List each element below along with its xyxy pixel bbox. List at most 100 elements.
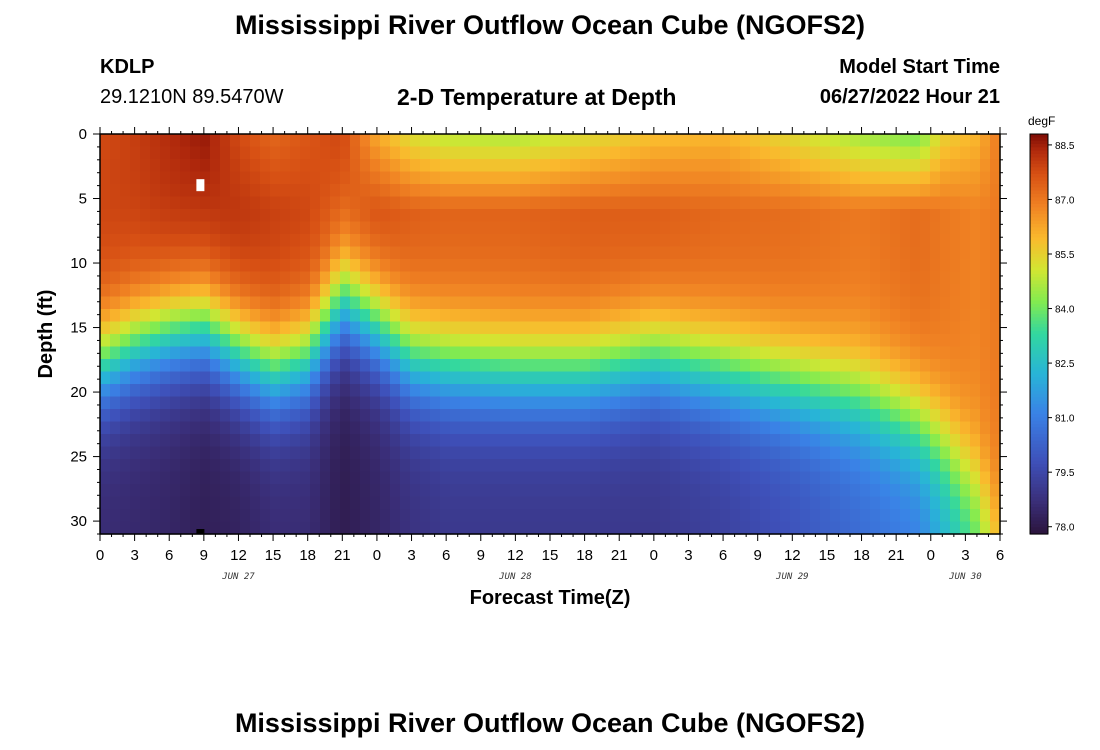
heatmap-cell <box>100 321 111 335</box>
heatmap-cell <box>380 146 391 160</box>
colorbar-segment <box>1030 234 1048 238</box>
colorbar-segment <box>1030 350 1048 355</box>
heatmap-cell <box>450 396 461 410</box>
heatmap-cell <box>240 271 251 285</box>
colorbar-tick-label: 82.5 <box>1055 359 1075 370</box>
heatmap-cell <box>710 271 721 285</box>
heatmap-cell <box>920 471 931 485</box>
heatmap-cell <box>940 284 951 298</box>
heatmap-cell <box>290 134 301 148</box>
heatmap-cell <box>650 309 661 323</box>
heatmap-cell <box>580 196 591 210</box>
heatmap-cell <box>150 246 161 260</box>
heatmap-cell <box>530 334 541 348</box>
heatmap-cell <box>360 196 371 210</box>
heatmap-cell <box>150 259 161 273</box>
heatmap-cell <box>830 496 841 510</box>
heatmap-cell <box>490 221 501 235</box>
heatmap-cell <box>320 471 331 485</box>
heatmap-cell <box>520 496 531 510</box>
heatmap-cell <box>470 359 481 373</box>
heatmap-cell <box>320 196 331 210</box>
heatmap-cell <box>740 271 751 285</box>
heatmap-cell <box>720 346 731 360</box>
heatmap-cell <box>850 396 861 410</box>
heatmap-cell <box>570 334 581 348</box>
heatmap-cell <box>490 321 501 335</box>
heatmap-cell <box>100 134 111 148</box>
heatmap-cell <box>660 196 671 210</box>
heatmap-cell <box>490 384 501 398</box>
heatmap-cell <box>790 284 801 298</box>
heatmap-cell <box>320 384 331 398</box>
heatmap-cell <box>750 359 761 373</box>
heatmap-cell <box>620 359 631 373</box>
heatmap-cell <box>170 134 181 148</box>
heatmap-cell <box>710 384 721 398</box>
heatmap-cell <box>880 346 891 360</box>
heatmap-cell <box>330 271 341 285</box>
heatmap-cell <box>800 234 811 248</box>
heatmap-cell <box>400 259 411 273</box>
heatmap-cell <box>480 484 491 498</box>
heatmap-cell <box>660 409 671 423</box>
x-tick-label: 9 <box>754 547 762 564</box>
heatmap-cell <box>380 321 391 335</box>
heatmap-cell <box>520 409 531 423</box>
heatmap-cell <box>340 271 351 285</box>
heatmap-cell <box>760 221 771 235</box>
heatmap-cell <box>810 484 821 498</box>
heatmap-cell <box>260 446 271 460</box>
heatmap-cell <box>360 171 371 185</box>
heatmap-cell <box>170 396 181 410</box>
heatmap-cell <box>230 209 241 223</box>
heatmap-cell <box>560 484 571 498</box>
heatmap-cell <box>770 134 781 148</box>
x-tick-label: 21 <box>888 547 905 564</box>
heatmap-cell <box>890 209 901 223</box>
heatmap-cell <box>300 321 311 335</box>
heatmap-cell <box>310 296 321 310</box>
heatmap-cell <box>260 359 271 373</box>
heatmap-cell <box>790 296 801 310</box>
heatmap-cell <box>780 371 791 385</box>
heatmap-cell <box>160 221 171 235</box>
heatmap-cell <box>320 321 331 335</box>
heatmap-cell <box>650 509 661 523</box>
heatmap-cell <box>730 159 741 173</box>
heatmap-cell <box>510 134 521 148</box>
heatmap-cell <box>810 496 821 510</box>
heatmap-cell <box>810 296 821 310</box>
heatmap-cell <box>180 146 191 160</box>
heatmap-cell <box>200 296 211 310</box>
heatmap-cell <box>320 159 331 173</box>
heatmap-cell <box>120 259 131 273</box>
heatmap-cell <box>210 184 221 198</box>
heatmap-cell <box>220 459 231 473</box>
heatmap-cell <box>990 321 1001 335</box>
heatmap-cell <box>630 134 641 148</box>
heatmap-cell <box>890 459 901 473</box>
heatmap-cell <box>890 271 901 285</box>
heatmap-cell <box>640 321 651 335</box>
heatmap-cell <box>470 434 481 448</box>
heatmap-cell <box>280 159 291 173</box>
heatmap-cell <box>600 159 611 173</box>
heatmap-cell <box>160 359 171 373</box>
heatmap-cell <box>530 184 541 198</box>
heatmap-cell <box>260 146 271 160</box>
heatmap-cell <box>900 146 911 160</box>
heatmap-cell <box>880 146 891 160</box>
heatmap-cell <box>730 521 741 535</box>
heatmap-cell <box>780 309 791 323</box>
heatmap-cell <box>320 346 331 360</box>
heatmap-cell <box>750 421 761 435</box>
heatmap-cell <box>850 446 861 460</box>
heatmap-cell <box>920 421 931 435</box>
heatmap-cell <box>730 221 741 235</box>
heatmap-cell <box>420 134 431 148</box>
heatmap-cell <box>820 446 831 460</box>
heatmap-cell <box>710 346 721 360</box>
heatmap-cell <box>820 234 831 248</box>
heatmap-cell <box>860 209 871 223</box>
